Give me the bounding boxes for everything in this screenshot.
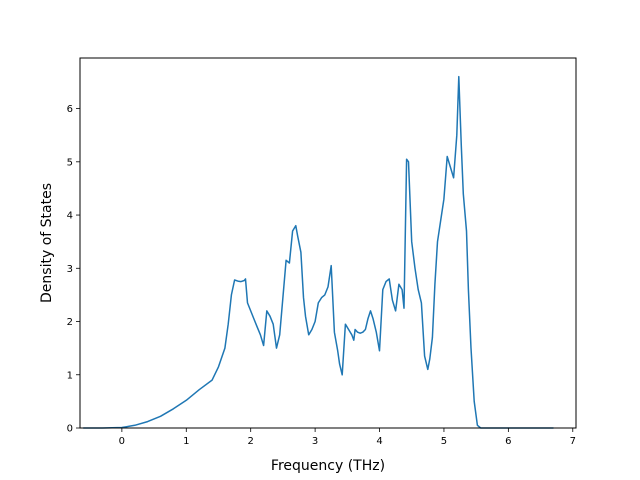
x-tick-label: 7	[570, 436, 576, 447]
y-tick-label: 6	[67, 104, 73, 115]
x-tick-label: 2	[248, 436, 254, 447]
series-line-layer	[83, 75, 554, 429]
y-tick-label: 3	[67, 264, 73, 275]
series-line-0	[83, 75, 554, 429]
axes-frame	[79, 57, 577, 429]
y-tick-label: 2	[67, 317, 73, 328]
y-tick-label: 0	[67, 424, 73, 435]
y-axis-ticks: 0 1 2 3 4 5 6	[67, 104, 80, 435]
y-axis-title: Density of States	[39, 183, 55, 303]
x-axis-ticks: 0 1 2 3 4 5 6 7	[119, 428, 576, 447]
y-tick-label: 5	[67, 157, 73, 168]
plot-area	[80, 58, 576, 428]
x-tick-label: 3	[312, 436, 318, 447]
x-tick-label: 4	[376, 436, 382, 447]
y-tick-label: 4	[67, 211, 73, 222]
x-tick-label: 6	[505, 436, 511, 447]
x-axis-title: Frequency (THz)	[271, 458, 385, 474]
x-tick-label: 5	[441, 436, 447, 447]
x-tick-label: 1	[183, 436, 189, 447]
y-tick-label: 1	[67, 370, 73, 381]
x-tick-label: 0	[119, 436, 125, 447]
